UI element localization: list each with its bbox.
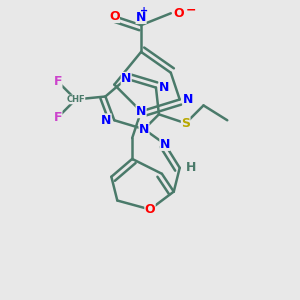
Text: S: S — [181, 117, 190, 130]
Text: O: O — [109, 10, 120, 23]
Text: H: H — [186, 161, 196, 174]
Text: O: O — [174, 7, 184, 20]
Text: N: N — [159, 81, 169, 94]
Text: O: O — [145, 203, 155, 216]
Text: −: − — [186, 4, 196, 17]
Text: N: N — [160, 138, 170, 151]
Text: CHF: CHF — [66, 95, 85, 104]
Text: N: N — [183, 93, 193, 106]
Text: N: N — [121, 72, 131, 85]
Text: N: N — [136, 105, 146, 118]
Text: N: N — [136, 11, 146, 24]
Text: N: N — [139, 123, 149, 136]
Text: +: + — [140, 6, 148, 16]
Text: F: F — [54, 75, 62, 88]
Text: N: N — [101, 114, 111, 127]
Text: F: F — [54, 111, 62, 124]
